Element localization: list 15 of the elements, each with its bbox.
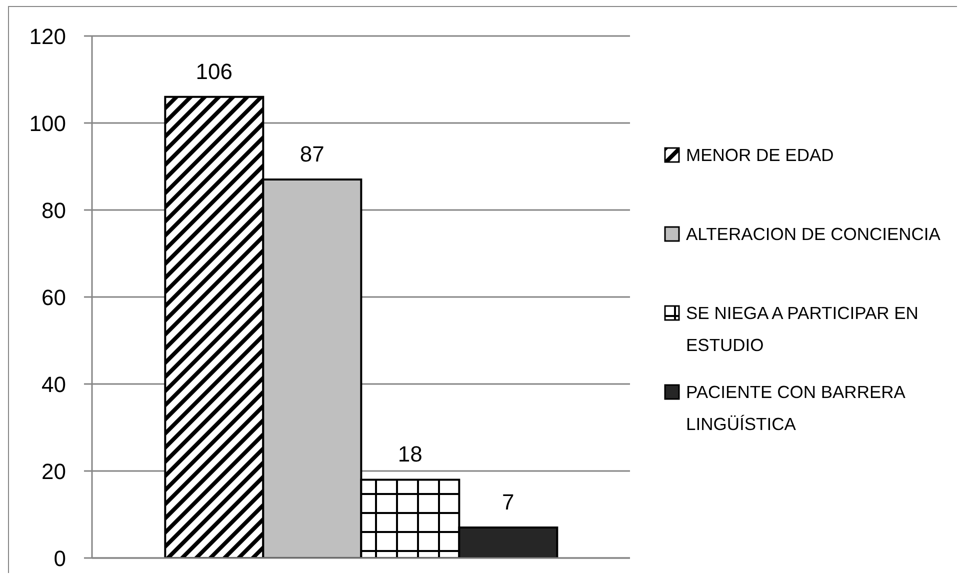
y-tick-label: 120 bbox=[29, 24, 66, 49]
y-tick-label: 100 bbox=[29, 110, 66, 136]
legend-label: PACIENTE CON BARRERA LINGÜÍSTICA bbox=[686, 381, 906, 436]
legend-label: MENOR DE EDAD bbox=[686, 144, 835, 167]
data-label: 87 bbox=[300, 142, 324, 167]
legend-label: SE NIEGA A PARTICIPAR EN ESTUDIO bbox=[686, 302, 920, 357]
legend-label: ALTERACION DE CONCIENCIA bbox=[686, 223, 942, 246]
y-tick-label: 80 bbox=[42, 198, 66, 223]
y-tick-label: 0 bbox=[54, 546, 66, 571]
y-tick-label: 40 bbox=[42, 372, 66, 397]
data-label: 7 bbox=[502, 490, 514, 515]
y-tick-label: 20 bbox=[42, 458, 66, 484]
data-label: 106 bbox=[196, 58, 233, 84]
data-label: 18 bbox=[398, 442, 422, 467]
y-tick-label: 60 bbox=[42, 284, 66, 310]
